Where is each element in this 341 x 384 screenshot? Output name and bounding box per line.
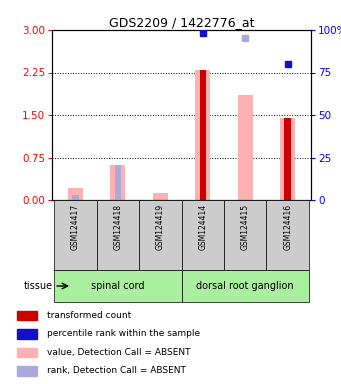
Bar [280, 118, 295, 200]
Bar [284, 118, 291, 200]
Bar [17, 348, 37, 358]
Bar [68, 187, 83, 200]
Bar [266, 200, 309, 270]
Bar [54, 200, 97, 270]
Title: GDS2209 / 1422776_at: GDS2209 / 1422776_at [109, 16, 254, 29]
Text: GSM124414: GSM124414 [198, 204, 207, 250]
Text: percentile rank within the sample: percentile rank within the sample [47, 329, 200, 338]
Text: GSM124417: GSM124417 [71, 204, 80, 250]
Bar [238, 95, 253, 200]
Bar [139, 200, 181, 270]
Text: value, Detection Call = ABSENT: value, Detection Call = ABSENT [47, 348, 190, 357]
Bar [17, 329, 37, 339]
Bar [153, 193, 168, 200]
Bar [110, 165, 125, 200]
Bar [195, 70, 210, 200]
Text: spinal cord: spinal cord [91, 281, 145, 291]
Bar [17, 366, 37, 376]
Text: transformed count: transformed count [47, 311, 131, 319]
Text: GSM124415: GSM124415 [241, 204, 250, 250]
Bar [115, 165, 121, 200]
Bar [199, 70, 206, 200]
Bar [181, 270, 309, 302]
Bar [17, 311, 37, 320]
Text: GSM124419: GSM124419 [156, 204, 165, 250]
Bar [54, 270, 181, 302]
Bar [72, 195, 78, 200]
Bar [224, 200, 266, 270]
Text: GSM124416: GSM124416 [283, 204, 292, 250]
Text: dorsal root ganglion: dorsal root ganglion [196, 281, 294, 291]
Bar [181, 200, 224, 270]
Bar [97, 200, 139, 270]
Text: tissue: tissue [23, 281, 53, 291]
Text: GSM124418: GSM124418 [113, 204, 122, 250]
Text: rank, Detection Call = ABSENT: rank, Detection Call = ABSENT [47, 366, 186, 376]
